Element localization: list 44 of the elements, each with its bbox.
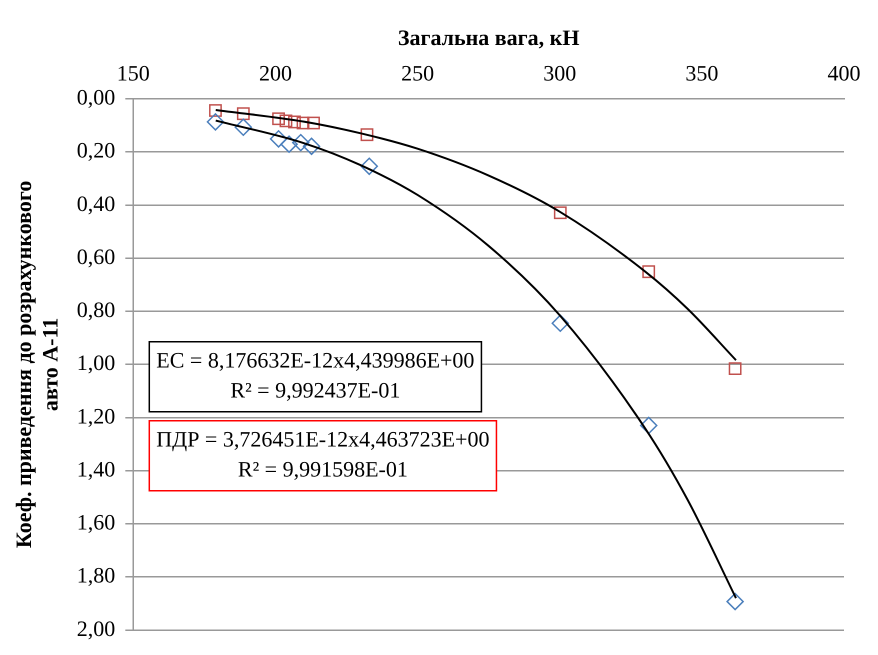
x-axis-title: Загальна вага, кН [398,24,580,50]
point [640,416,658,434]
annotation: R² = 9,992437E-01 [230,378,400,403]
point [272,112,285,126]
point [296,116,310,130]
point [280,114,292,128]
point [360,158,378,176]
y-axis-title: Коеф. приведення до розрахункового авто А-11 [10,180,62,548]
y-tick-label: 1,40 [76,456,116,482]
x-tick-label: 300 [543,60,576,86]
y-tick-label: 0,40 [76,190,116,216]
annotation: EC = 8,176632E-12x4,439986E+00 [156,348,474,373]
x-tick-label: 200 [258,60,292,86]
point [280,135,298,153]
y-tick-label: 2,00 [76,616,116,641]
point [726,592,744,610]
y-tick-label: 0,80 [76,297,116,322]
x-tick-label: 150 [116,60,150,86]
point [360,128,374,142]
point [302,138,320,156]
point [288,116,301,128]
x-tick-label: 350 [685,60,718,86]
point [236,107,250,120]
x-tick-label: 250 [401,60,434,86]
x-tick-label: 400 [828,60,860,86]
annotation: ПДР = 3,726451E-12x4,463723E+00 [156,426,490,452]
point [552,314,570,332]
point [270,130,288,148]
y-tick-label: 0,00 [76,84,116,110]
point [728,362,742,376]
point [292,134,310,152]
point [642,265,656,278]
y-tick-label: 1,00 [76,350,116,376]
point [209,104,222,117]
point [206,113,224,131]
point [554,206,567,220]
y-tick-label: 0,20 [76,138,116,163]
point [234,118,252,136]
annotation: R² = 9,991598E-01 [238,456,408,482]
point [307,116,320,130]
y-tick-label: 0,60 [76,244,116,269]
y-tick-label: 1,60 [76,510,116,535]
y-tick-label: 1,20 [76,403,116,428]
y-tick-label: 1,80 [76,562,116,588]
